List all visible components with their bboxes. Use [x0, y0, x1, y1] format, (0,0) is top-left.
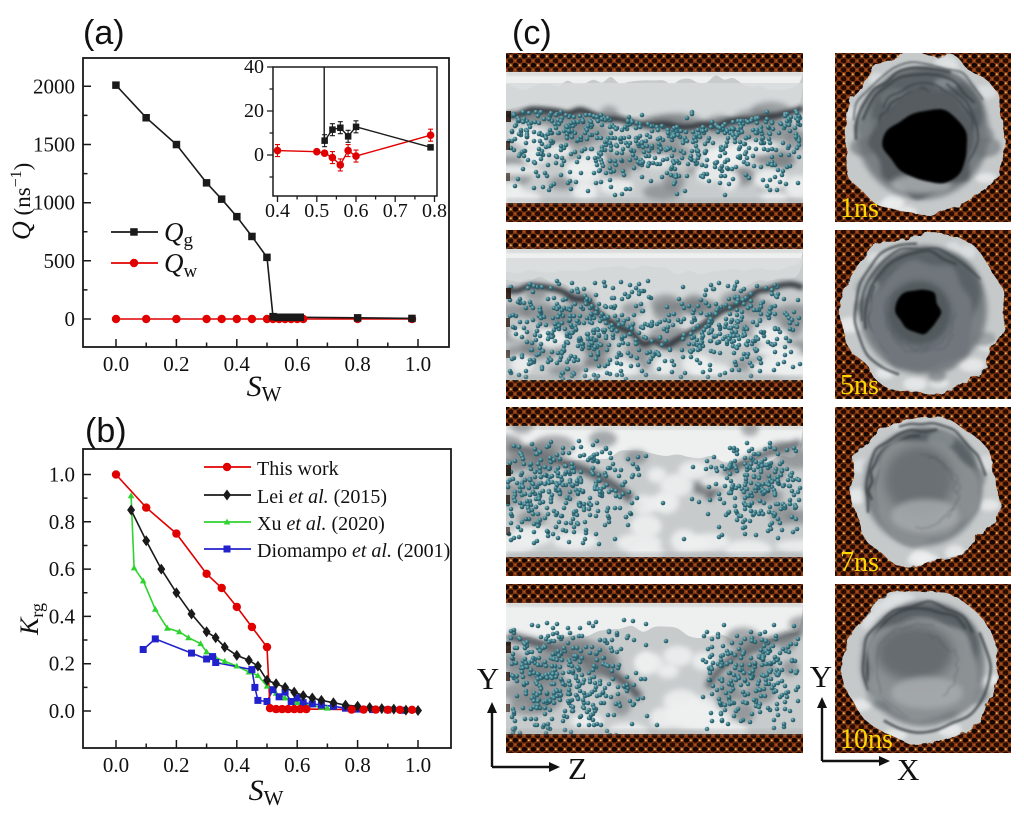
svg-text:(a): (a)	[83, 14, 125, 52]
svg-text:Z: Z	[568, 751, 587, 786]
svg-text:0.0: 0.0	[103, 352, 129, 376]
svg-text:This work: This work	[257, 458, 339, 480]
svg-text:0.5: 0.5	[304, 200, 329, 222]
svg-text:20: 20	[244, 100, 264, 122]
svg-text:0.0: 0.0	[103, 753, 129, 777]
svg-text:2000: 2000	[33, 74, 75, 98]
svg-text:1.0: 1.0	[405, 352, 431, 376]
svg-text:0.8: 0.8	[344, 352, 370, 376]
svg-text:SW: SW	[249, 774, 284, 810]
svg-text:0: 0	[254, 144, 264, 166]
svg-text:0.4: 0.4	[265, 200, 290, 222]
svg-text:0.2: 0.2	[49, 652, 75, 676]
svg-text:Qw: Qw	[164, 248, 198, 282]
svg-text:Xu et al. (2020): Xu et al. (2020)	[257, 513, 385, 535]
svg-text:1500: 1500	[33, 133, 75, 157]
svg-text:0.6: 0.6	[284, 352, 310, 376]
svg-text:0.2: 0.2	[163, 753, 189, 777]
svg-text:0.7: 0.7	[383, 200, 408, 222]
svg-text:(b): (b)	[85, 412, 127, 450]
svg-text:0.4: 0.4	[224, 753, 251, 777]
svg-text:Lei et al. (2015): Lei et al. (2015)	[257, 486, 387, 508]
svg-text:0: 0	[65, 307, 76, 331]
svg-text:500: 500	[44, 249, 76, 273]
svg-text:0.4: 0.4	[49, 604, 76, 628]
svg-text:0.8: 0.8	[344, 753, 370, 777]
svg-text:0.4: 0.4	[224, 352, 251, 376]
svg-text:Qg: Qg	[164, 217, 194, 251]
svg-text:X: X	[897, 752, 919, 787]
svg-text:SW: SW	[247, 370, 282, 406]
svg-text:0.6: 0.6	[49, 557, 75, 581]
svg-text:0.8: 0.8	[49, 510, 75, 534]
svg-text:0.8: 0.8	[422, 200, 447, 222]
svg-text:10ns: 10ns	[840, 724, 893, 755]
svg-text:1.0: 1.0	[49, 463, 75, 487]
svg-text:0.6: 0.6	[344, 200, 369, 222]
svg-text:0.2: 0.2	[163, 352, 189, 376]
svg-text:1000: 1000	[33, 191, 75, 215]
svg-text:5ns: 5ns	[840, 370, 879, 401]
svg-text:Q (ns−1): Q (ns−1)	[7, 163, 36, 240]
svg-text:1.0: 1.0	[405, 753, 431, 777]
svg-text:Krg: Krg	[15, 603, 47, 636]
svg-text:0.6: 0.6	[284, 753, 310, 777]
svg-text:Diomampo et al. (2001): Diomampo et al. (2001)	[257, 540, 450, 562]
svg-text:Y: Y	[477, 661, 499, 696]
svg-text:(c): (c)	[512, 14, 552, 52]
svg-text:0.0: 0.0	[49, 699, 75, 723]
svg-text:7ns: 7ns	[840, 547, 879, 578]
svg-text:40: 40	[244, 56, 264, 78]
svg-text:1ns: 1ns	[840, 193, 879, 224]
svg-text:Y: Y	[810, 659, 832, 694]
